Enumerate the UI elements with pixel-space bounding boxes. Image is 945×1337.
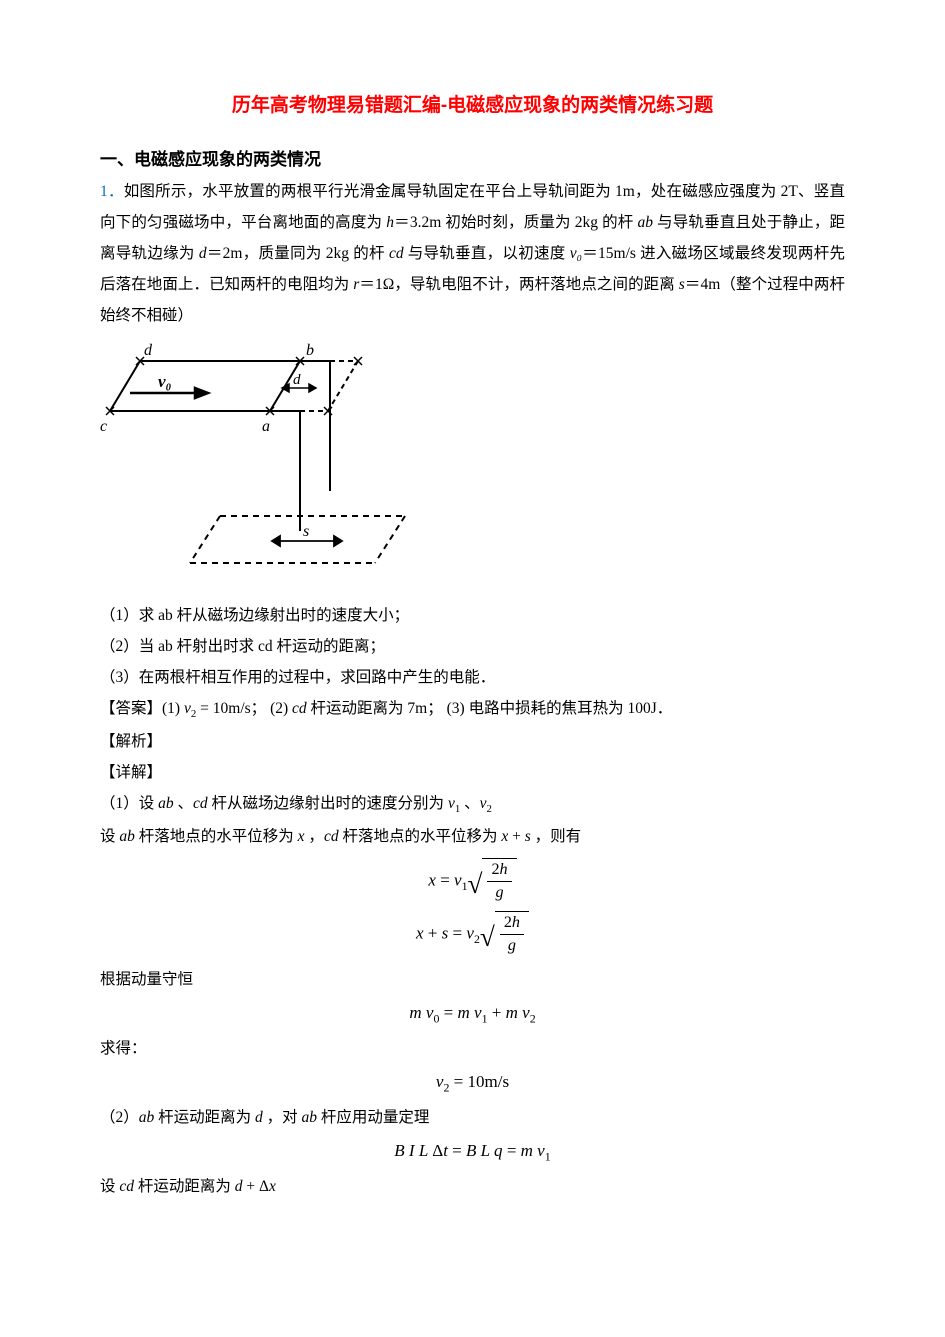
ans-p3-label: (3) 电路中损耗的焦耳热为 [443,700,628,717]
var-cd: cd [389,245,404,262]
fig-label-v0: v₀ [158,372,172,391]
detail-label: 【详解】 [100,757,845,788]
s2-ab: ab [139,1109,155,1126]
page-title: 历年高考物理易错题汇编-电磁感应现象的两类情况练习题 [100,90,845,117]
formula-impulse: B I L Δt = B L q = m v1 [100,1139,845,1165]
s1b-ab: ab [119,828,135,845]
ans-p1-sep: ； [251,700,267,717]
sol-line-1: （1）设 ab 、cd 杆从磁场边缘射出时的速度分别为 v1 、v2 [100,788,845,821]
question-stem: 1．如图所示，水平放置的两根平行光滑金属导轨固定在平台上导轨间距为 1m，处在磁… [100,176,845,331]
var-ab: ab [638,214,654,231]
formula-xs: x + s = v2√2hg [100,911,845,958]
s1a-cd: cd [193,795,208,812]
s2-m1: 杆运动距离为 [154,1109,255,1126]
var-h: h [386,214,394,231]
sol-line-3: （2）ab 杆运动距离为 d ，对 ab 杆应用动量定理 [100,1102,845,1133]
solve-label: 求得： [100,1033,845,1064]
s1a-ab: ab [158,795,174,812]
answer-label-text: 【答案】 [100,700,162,717]
answer-line: 【答案】(1) v2 = 10m/s； (2) cd 杆运动距离为 7m； (3… [100,693,845,726]
sol-line-4: 设 cd 杆运动距离为 d + Δx [100,1171,845,1202]
fig-label-s: s [303,523,309,540]
formula-x: x = v1√2hg [100,858,845,905]
formula-momentum: m v0 = m v1 + m v2 [100,1001,845,1027]
s1b-cd: cd [324,828,339,845]
s1b-m2: ， [305,828,324,845]
momentum-label: 根据动量守恒 [100,964,845,995]
fig-label-a: a [262,418,270,435]
sub-question-3: （3）在两根杆相互作用的过程中，求回路中产生的电能． [100,662,845,693]
s3-ddx: d + Δx [235,1178,276,1195]
s2-d: d [255,1109,263,1126]
s1a-m1: 、 [174,795,193,812]
ans-p2-txt: 杆运动距离为 [307,700,408,717]
stem-text-2: ＝3.2m 初始时刻，质量为 2kg 的杆 [394,214,638,231]
ans-p2-val: 7m [407,700,427,717]
s1b-x: x [298,828,305,845]
s2-end: 杆应用动量定理 [317,1109,429,1126]
section-heading: 一、电磁感应现象的两类情况 [100,145,845,170]
analysis-label: 【解析】 [100,726,845,757]
formula-v2: v2 = 10m/s [100,1070,845,1096]
s1b-pre: 设 [100,828,119,845]
ans-p2-sep: ； [427,700,443,717]
ans-p3-end: ． [657,700,673,717]
fig-label-b: b [306,342,314,359]
fig-label-d-arrow: d [293,372,301,388]
s1a-v2: v2 [480,795,492,812]
ans-p2-cd: cd [292,700,307,717]
s1b-m1: 杆落地点的水平位移为 [135,828,298,845]
s1b-xs: x + s [501,828,530,845]
stem-text-6: ＝2m，质量同为 2kg 的杆 [207,245,389,262]
sol-line-2: 设 ab 杆落地点的水平位移为 x ，cd 杆落地点的水平位移为 x + s ，… [100,821,845,852]
ans-p2-label: (2) [270,700,292,717]
var-v0: v₀ [570,245,582,262]
s2-pre: （2） [100,1109,139,1126]
s1b-end: ，则有 [531,828,581,845]
s1a-pre: （1）设 [100,795,158,812]
question-number: 1． [100,183,124,200]
s3-pre: 设 [100,1178,119,1195]
var-d: d [199,245,207,262]
figure-svg: d b v₀ c a d s [100,341,420,581]
s1a-v1: v1 [448,795,460,812]
fig-label-d: d [144,342,153,359]
problem-figure: d b v₀ c a d s [100,341,845,586]
page: 历年高考物理易错题汇编-电磁感应现象的两类情况练习题 一、电磁感应现象的两类情况… [0,0,945,1337]
sub-question-1: （1）求 ab 杆从磁场边缘射出时的速度大小； [100,600,845,631]
s1a-m2: 杆从磁场边缘射出时的速度分别为 [208,795,448,812]
s2-m2: ，对 [263,1109,302,1126]
ans-p3-val: 100J [627,700,656,717]
ans-p1-label: (1) [162,700,184,717]
stem-text-12: ＝1Ω，导轨电阻不计，两杆落地点之间的距离 [359,276,678,293]
s1a-m3: 、 [460,795,479,812]
s1b-m3: 杆落地点的水平位移为 [339,828,502,845]
s3-mid: 杆运动距离为 [134,1178,235,1195]
stem-text-8: 与导轨垂直，以初速度 [404,245,570,262]
ans-p1-math: v2 = 10m/s [184,700,251,717]
s3-cd: cd [119,1178,134,1195]
sub-question-2: （2）当 ab 杆射出时求 cd 杆运动的距离； [100,631,845,662]
fig-label-c: c [100,418,107,435]
s2-ab2: ab [302,1109,318,1126]
